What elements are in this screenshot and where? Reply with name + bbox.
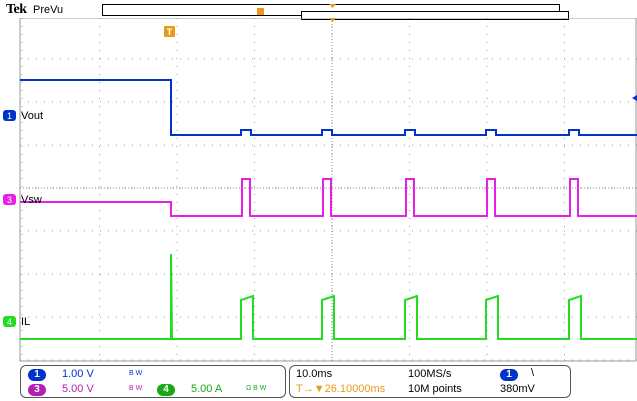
ch4-scale-value: 5.00 A — [191, 383, 223, 395]
center-marker-triangle — [329, 18, 336, 22]
tek-logo: Tek — [6, 2, 27, 17]
trigger-source-badge[interactable]: 1 — [500, 369, 518, 381]
record-center-marker — [329, 4, 336, 8]
channel-3-marker[interactable]: 3 — [3, 194, 16, 205]
trigger-level-value: 380mV — [500, 383, 535, 395]
record-length-value: 10M points — [408, 383, 462, 395]
ch3-bandwidth-icon: B W — [129, 385, 143, 392]
svg-text:1: 1 — [7, 111, 12, 121]
ch4-bandwidth-icon: Ω B W — [246, 385, 267, 392]
vsw-trace — [20, 178, 637, 217]
acquisition-mode-label: PreVu — [33, 4, 64, 16]
trigger-delay-value: T→▼26.10000ms — [296, 383, 386, 395]
channel-1-label: Vout — [21, 110, 43, 122]
ch1-bandwidth-icon: B W — [129, 370, 143, 377]
ch3-scale-value: 5.00 V — [62, 383, 94, 395]
ch1-scale-value: 1.00 V — [62, 368, 94, 380]
ch4-scale-badge[interactable]: 4 — [157, 384, 175, 396]
record-bar-markers — [257, 4, 336, 15]
ch1-scale-badge[interactable]: 1 — [28, 369, 46, 381]
channel-1-marker[interactable]: 1 — [3, 110, 16, 121]
trigger-slope-icon: \ — [531, 367, 535, 379]
record-view-window[interactable] — [301, 11, 569, 20]
trigger-position-label: T — [167, 27, 173, 37]
sample-rate-value: 100MS/s — [408, 368, 452, 380]
vout-trace — [20, 79, 637, 136]
trigger-level-arrow — [632, 95, 637, 101]
record-trigger-marker — [257, 8, 264, 15]
horizontal-settings-box: 10.0ms T→▼26.10000ms 100MS/s 10M points … — [289, 365, 571, 398]
settings-readout: 1 1.00 V B W 3 5.00 V B W 4 5.00 A Ω B W… — [0, 362, 637, 401]
trigger-position-marker — [164, 26, 175, 37]
channel-4-marker[interactable]: 4 — [3, 316, 16, 327]
waveform-display[interactable]: T 1 Vout 3 Vsw 4 IL — [0, 18, 637, 363]
il-trace — [20, 253, 637, 340]
timebase-value: 10.0ms — [296, 368, 333, 380]
top-status-bar: Tek PreVu — [0, 0, 637, 20]
svg-text:3: 3 — [7, 195, 12, 205]
svg-text:4: 4 — [7, 317, 12, 327]
vertical-settings-box: 1 1.00 V B W 3 5.00 V B W 4 5.00 A Ω B W — [20, 365, 286, 398]
channel-4-label: IL — [21, 316, 30, 328]
ch3-scale-badge[interactable]: 3 — [28, 384, 46, 396]
graticule-grid — [19, 18, 637, 362]
channel-3-label: Vsw — [21, 194, 42, 206]
